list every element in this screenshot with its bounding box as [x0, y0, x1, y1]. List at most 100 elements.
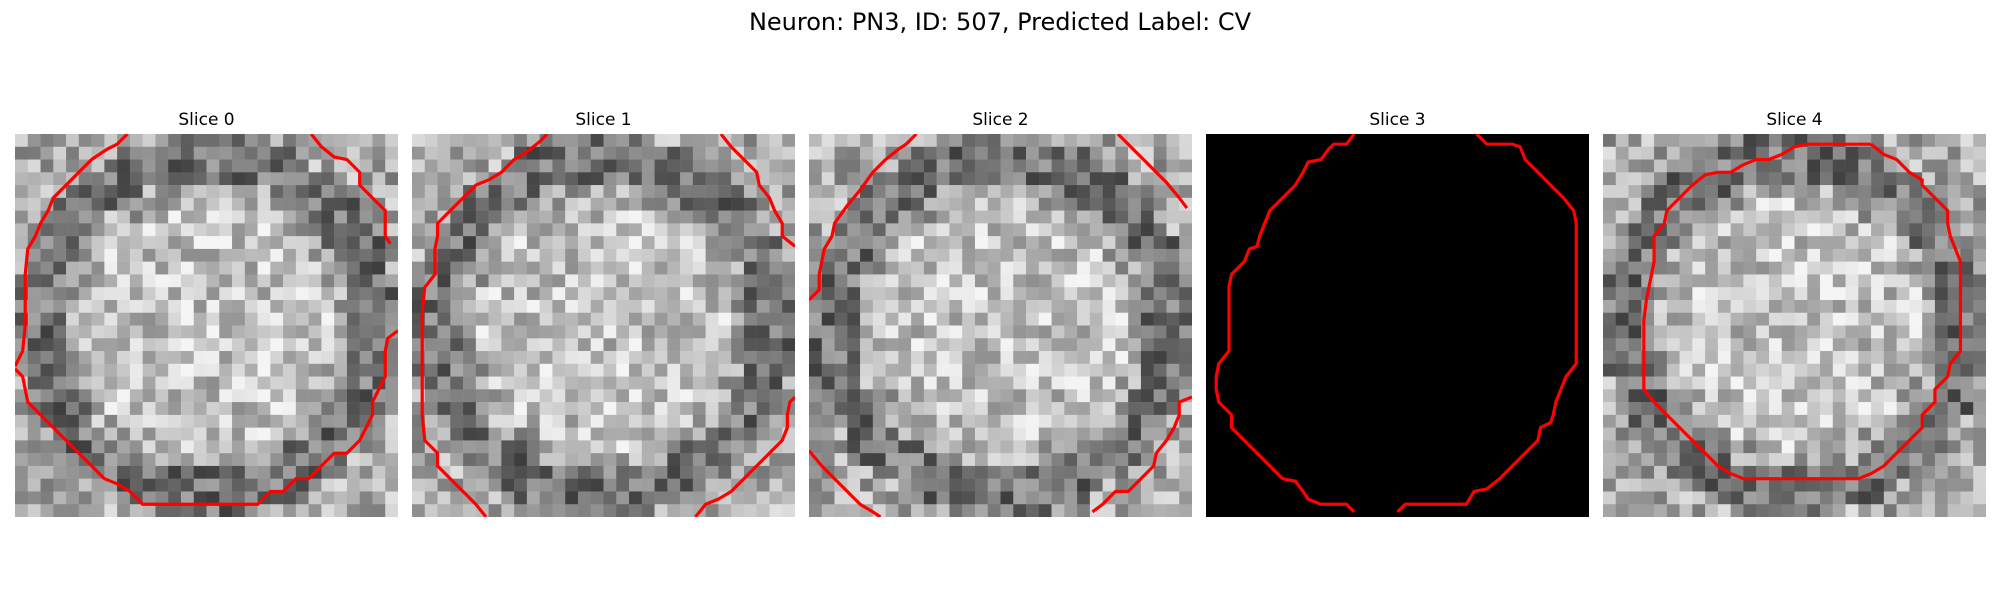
slice-2-pixel: [949, 338, 963, 352]
slice-4-pixel: [1628, 172, 1642, 186]
slice-0-pixel: [168, 274, 182, 288]
slice-2-pixel: [974, 172, 988, 186]
slice-2-pixel: [834, 504, 848, 517]
slice-0-pixel: [295, 402, 309, 416]
slice-4-pixel: [1922, 453, 1936, 467]
slice-0-pixel: [193, 453, 207, 467]
slice-1-pixel: [705, 287, 719, 301]
slice-0-pixel: [334, 351, 348, 365]
slice-4-pixel: [1973, 338, 1986, 352]
slice-1-pixel: [603, 236, 617, 250]
slice-0-pixel: [257, 185, 271, 199]
slice-2-pixel: [1115, 299, 1129, 313]
slice-0-pixel: [257, 440, 271, 454]
slice-2-pixel: [1064, 210, 1078, 224]
slice-0-pixel: [206, 197, 220, 211]
slice-2-pixel: [885, 248, 899, 262]
slice-1-pixel: [680, 299, 694, 313]
slice-2-pixel: [1000, 402, 1014, 416]
slice-4-pixel: [1883, 172, 1897, 186]
slice-1-pixel: [616, 491, 630, 505]
slice-2-pixel: [1077, 146, 1091, 160]
slice-2-pixel: [1038, 134, 1052, 148]
slice-2-pixel: [834, 351, 848, 365]
slice-2-pixel: [860, 363, 874, 377]
slice-2-pixel: [1153, 134, 1167, 148]
slice-0-pixel: [308, 427, 322, 441]
slice-1-pixel: [565, 159, 579, 173]
slice-2-pixel: [1115, 185, 1129, 199]
slice-4-pixel: [1781, 185, 1795, 199]
slice-1-pixel: [526, 427, 540, 441]
slice-2-pixel: [911, 338, 925, 352]
slice-0-pixel: [219, 338, 233, 352]
slice-4-pixel: [1705, 210, 1719, 224]
slice-0-pixel: [232, 389, 246, 403]
slice-4-pixel: [1679, 312, 1693, 326]
slice-4-pixel: [1922, 504, 1936, 517]
slice-4-pixel: [1922, 197, 1936, 211]
slice-0-pixel: [53, 197, 67, 211]
slice-2-pixel: [962, 185, 976, 199]
slice-1-pixel: [488, 325, 502, 339]
slice-0-pixel: [180, 134, 194, 148]
slice-1-pixel: [450, 427, 464, 441]
slice-2-pixel: [987, 376, 1001, 390]
slice-4-pixel: [1717, 210, 1731, 224]
slice-4-pixel: [1717, 325, 1731, 339]
slice-0-pixel: [78, 172, 92, 186]
slice-1-pixel: [424, 210, 438, 224]
slice-1-pixel: [424, 325, 438, 339]
slice-4-pixel: [1756, 248, 1770, 262]
slice-0-pixel: [193, 146, 207, 160]
slice-1-pixel: [450, 185, 464, 199]
slice-4-pixel: [1947, 376, 1961, 390]
slice-1-pixel: [731, 389, 745, 403]
slice-0-pixel: [283, 299, 297, 313]
slice-2-pixel: [885, 287, 899, 301]
slice-2-pixel: [821, 172, 835, 186]
slice-0-pixel: [321, 389, 335, 403]
slice-4-pixel: [1692, 465, 1706, 479]
slice-1-pixel: [552, 236, 566, 250]
slice-2-pixel: [834, 325, 848, 339]
slice-4-pixel: [1781, 338, 1795, 352]
slice-0-pixel: [206, 453, 220, 467]
slice-0-pixel: [155, 172, 169, 186]
slice-0-pixel: [321, 338, 335, 352]
slice-1-pixel: [743, 325, 757, 339]
slice-2-pixel: [911, 185, 925, 199]
slice-0-pixel: [104, 504, 118, 517]
slice-2-pixel: [809, 491, 823, 505]
slice-1-pixel: [552, 389, 566, 403]
slice-1-pixel: [705, 389, 719, 403]
slice-0-pixel: [104, 287, 118, 301]
slice-2-pixel: [1115, 491, 1129, 505]
slice-2-pixel: [847, 389, 861, 403]
slice-0-pixel: [219, 414, 233, 428]
slice-0-pixel: [372, 287, 386, 301]
slice-4-pixel: [1654, 414, 1668, 428]
slice-4-pixel: [1781, 465, 1795, 479]
slice-0-pixel: [359, 338, 373, 352]
slice-2-pixel: [1153, 236, 1167, 250]
slice-1-pixel: [603, 414, 617, 428]
slice-0-pixel: [372, 363, 386, 377]
slice-2-pixel: [974, 351, 988, 365]
slice-1-pixel: [450, 210, 464, 224]
slice-4-pixel: [1781, 325, 1795, 339]
slice-2-pixel: [1115, 287, 1129, 301]
slice-0-pixel: [232, 299, 246, 313]
slice-1-pixel: [603, 389, 617, 403]
slice-1-pixel: [424, 287, 438, 301]
slice-2-pixel: [1064, 172, 1078, 186]
slice-0-pixel: [168, 338, 182, 352]
slice-4-pixel: [1743, 223, 1757, 237]
slice-4-pixel: [1947, 325, 1961, 339]
slice-2-pixel: [1000, 351, 1014, 365]
slice-1-pixel: [782, 299, 795, 313]
slice-2-pixel: [1077, 312, 1091, 326]
slice-1-pixel: [590, 134, 604, 148]
slice-0-pixel: [308, 491, 322, 505]
slice-0-pixel: [129, 389, 143, 403]
